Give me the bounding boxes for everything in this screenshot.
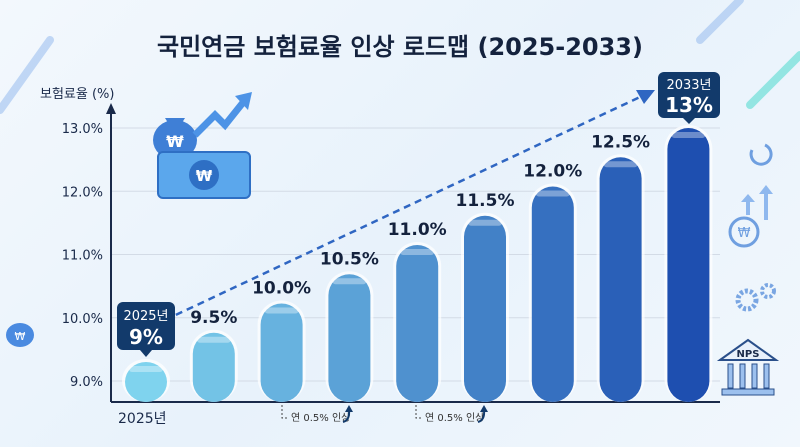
data-label-2031: 12.0% (523, 162, 582, 182)
bar-2025 (125, 362, 167, 402)
svg-text:₩: ₩ (738, 226, 751, 241)
annotation-2: 연 0.5% 인상 (415, 405, 488, 424)
bar-highlight (400, 249, 435, 255)
bar-2033 (667, 128, 710, 402)
y-tick-label: 13.0% (62, 122, 103, 137)
bar-highlight (196, 336, 231, 343)
start-callout: 2025년 9% (117, 302, 175, 357)
refresh-icon (749, 143, 773, 166)
bar-2026 (192, 332, 235, 402)
bar-highlight (671, 132, 706, 138)
data-label-2029: 11.0% (388, 220, 447, 240)
trend-arrow-head-icon (636, 90, 655, 104)
banknote-icon: ₩ (157, 151, 251, 199)
svg-text:₩: ₩ (15, 330, 26, 343)
svg-text:연 0.5% 인상: 연 0.5% 인상 (425, 412, 484, 424)
y-tick-label: 11.0% (62, 249, 103, 264)
bar-2028 (328, 274, 371, 402)
y-axis-label: 보험료율 (%) (40, 87, 114, 102)
y-axis-arrow-icon (106, 103, 116, 114)
bar-2031 (531, 186, 574, 402)
bar-2032 (599, 157, 642, 402)
decor-streak (746, 51, 800, 109)
svg-text:₩: ₩ (166, 132, 184, 151)
svg-text:₩: ₩ (196, 167, 213, 185)
svg-text:연 0.5% 인상: 연 0.5% 인상 (291, 412, 350, 424)
nps-building-icon: NPS (716, 338, 780, 396)
bar-highlight (468, 219, 502, 226)
end-callout-value: 13% (665, 93, 713, 117)
decor-streak (696, 0, 744, 44)
decor-streak (0, 36, 54, 114)
data-label-2032: 12.5% (591, 132, 650, 152)
data-label-2027: 10.0% (252, 279, 311, 299)
bar-highlight (535, 190, 570, 197)
bar-highlight (264, 307, 299, 314)
bar-highlight (129, 366, 163, 372)
bar-2027 (260, 303, 303, 402)
annotation-1: 연 0.5% 인상 (281, 405, 353, 424)
money-bag-small-icon: ₩ (6, 323, 34, 347)
start-callout-value: 9% (129, 325, 163, 349)
bar-2030 (464, 215, 506, 402)
start-callout-year: 2025년 (123, 309, 168, 324)
bar-2029 (396, 245, 439, 402)
money-bag-icon: ₩ (153, 118, 197, 160)
gears-icon (735, 283, 776, 312)
end-callout: 2033년 13% (658, 72, 720, 124)
currency-growth-icon: ₩ (728, 185, 773, 248)
svg-text:NPS: NPS (737, 349, 760, 360)
data-label-2026: 9.5% (190, 308, 237, 328)
data-label-2028: 10.5% (320, 249, 379, 269)
bar-highlight (332, 278, 367, 285)
x-tick-label-2025: 2025년 (118, 411, 167, 427)
trend-line (164, 95, 641, 322)
y-tick-label: 12.0% (62, 185, 103, 200)
data-label-2030: 11.5% (456, 191, 515, 211)
bar-highlight (603, 161, 638, 168)
y-tick-label: 9.0% (70, 375, 103, 390)
chart-title: 국민연금 보험료율 인상 로드맵 (2025-2033) (157, 33, 643, 61)
end-callout-year: 2033년 (666, 78, 711, 93)
y-tick-label: 10.0% (62, 312, 103, 327)
trend-arrow-icon (192, 92, 252, 138)
